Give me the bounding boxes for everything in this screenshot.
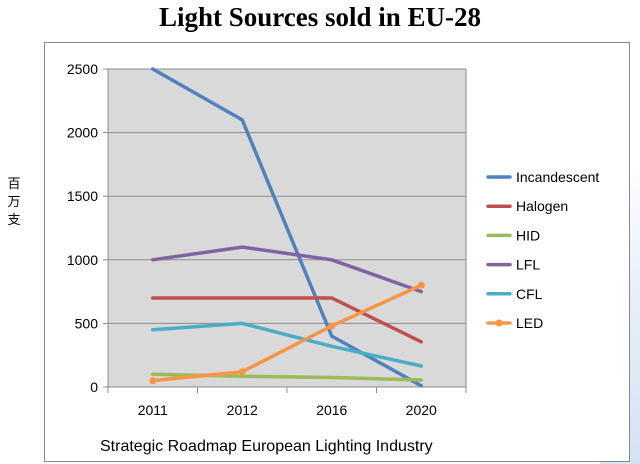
series-line-lfl xyxy=(151,245,423,294)
y-tick-label: 1500 xyxy=(67,188,98,204)
y-tick-label: 1000 xyxy=(67,252,98,268)
y-axis-unit-label: 百 万 支 xyxy=(6,176,22,230)
legend-label: HID xyxy=(516,227,540,243)
y-tick-label: 500 xyxy=(75,315,99,331)
x-tick-label: 2016 xyxy=(316,402,347,418)
series-line-halogen xyxy=(151,296,423,344)
x-tick-label: 2011 xyxy=(138,402,168,418)
chart-title: Light Sources sold in EU-28 xyxy=(158,2,482,32)
data-point-led xyxy=(238,368,246,376)
y-tick-label: 2500 xyxy=(67,61,98,77)
series-line-incandescent xyxy=(151,67,423,388)
legend-label: CFL xyxy=(516,286,543,302)
series-line-led xyxy=(151,283,423,383)
chart-footer: Strategic Roadmap European Lighting Indu… xyxy=(100,438,433,455)
y-tick-label: 0 xyxy=(90,379,98,395)
series-line-cfl xyxy=(151,321,423,368)
legend-label: LFL xyxy=(516,257,540,273)
y-unit-char: 百 xyxy=(7,177,21,192)
y-unit-char: 万 xyxy=(7,195,21,210)
legend-label: LED xyxy=(516,315,543,331)
data-point-led xyxy=(328,322,336,330)
data-point-led xyxy=(149,377,157,385)
y-tick-label: 2000 xyxy=(67,125,98,141)
x-tick-label: 2020 xyxy=(406,402,437,418)
legend-label: Incandescent xyxy=(516,169,599,185)
data-point-led xyxy=(417,281,425,289)
legend-label: Halogen xyxy=(516,198,568,214)
x-tick-label: 2012 xyxy=(227,402,258,418)
legend-marker xyxy=(495,319,503,327)
y-unit-char: 支 xyxy=(7,213,21,228)
